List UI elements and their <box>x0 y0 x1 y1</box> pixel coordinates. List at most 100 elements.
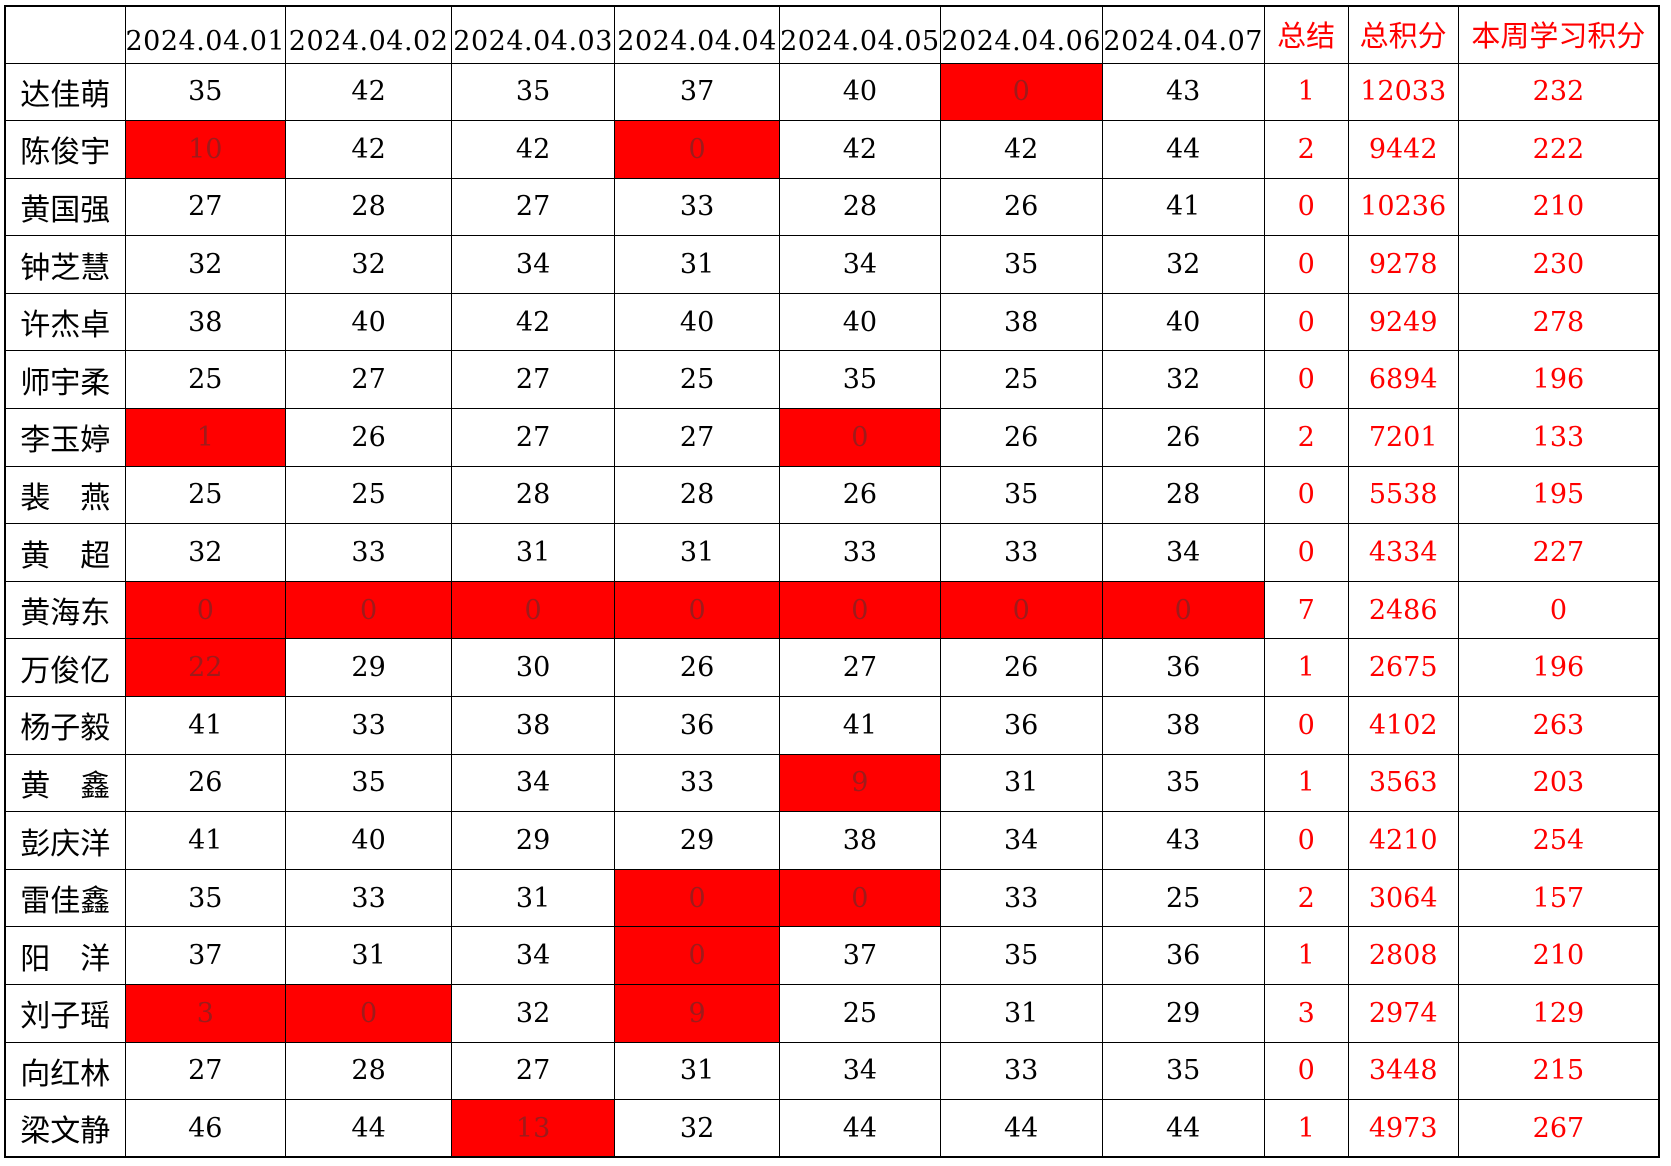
week-points-cell: 267 <box>1457 1099 1660 1158</box>
score-cell: 34 <box>779 235 941 294</box>
score-cell: 40 <box>285 292 453 352</box>
score-cell: 31 <box>285 926 453 985</box>
score-cell: 29 <box>614 811 781 870</box>
week-points-cell: 203 <box>1457 753 1660 813</box>
week-points-cell: 222 <box>1457 120 1660 179</box>
week-points-cell: 129 <box>1457 984 1660 1043</box>
table-row: 黄 超 32 33 31 31 33 33 34 0 4334 227 <box>4 523 1660 582</box>
summary-cell: 0 <box>1263 350 1349 410</box>
week-points-cell: 157 <box>1457 868 1660 928</box>
score-cell: 44 <box>1101 120 1265 179</box>
table-row: 李玉婷 1 26 27 27 0 26 26 2 7201 133 <box>4 408 1660 467</box>
score-cell: 25 <box>939 350 1103 410</box>
score-cell: 33 <box>614 177 781 237</box>
summary-cell: 2 <box>1263 408 1349 467</box>
student-name: 杨子毅 <box>4 696 126 755</box>
score-cell: 34 <box>1101 523 1265 582</box>
score-cell: 28 <box>451 465 616 525</box>
score-cell: 1 <box>124 408 287 467</box>
column-header-date-2: 2024.04.02 <box>285 5 453 64</box>
score-cell: 33 <box>939 523 1103 582</box>
score-cell: 27 <box>451 177 616 237</box>
week-points-cell: 133 <box>1457 408 1660 467</box>
score-cell: 25 <box>124 350 287 410</box>
student-name: 阳 洋 <box>4 926 126 985</box>
score-cell: 42 <box>285 62 453 122</box>
score-cell: 33 <box>614 753 781 813</box>
corner-cell <box>4 5 126 64</box>
table-row: 向红林 27 28 27 31 34 33 35 0 3448 215 <box>4 1041 1660 1101</box>
student-name: 李玉婷 <box>4 408 126 467</box>
score-cell: 22 <box>124 638 287 698</box>
week-points-cell: 254 <box>1457 811 1660 870</box>
score-cell: 40 <box>779 62 941 122</box>
total-points-cell: 7201 <box>1347 408 1459 467</box>
summary-cell: 0 <box>1263 235 1349 294</box>
score-cell: 35 <box>779 350 941 410</box>
score-cell: 34 <box>451 753 616 813</box>
score-cell: 35 <box>285 753 453 813</box>
table-row: 陈俊宇 10 42 42 0 42 42 44 2 9442 222 <box>4 120 1660 179</box>
score-cell: 27 <box>614 408 781 467</box>
score-cell: 44 <box>1101 1099 1265 1158</box>
week-points-cell: 195 <box>1457 465 1660 525</box>
score-cell: 40 <box>285 811 453 870</box>
student-name: 雷佳鑫 <box>4 868 126 928</box>
total-points-cell: 3448 <box>1347 1041 1459 1101</box>
score-table: 2024.04.01 2024.04.02 2024.04.03 2024.04… <box>4 5 1661 1159</box>
score-cell: 27 <box>451 408 616 467</box>
column-header-week-study-points: 本周学习积分 <box>1457 5 1660 64</box>
score-cell: 34 <box>451 235 616 294</box>
score-cell: 9 <box>614 984 781 1043</box>
column-header-date-1: 2024.04.01 <box>124 5 287 64</box>
score-cell: 40 <box>779 292 941 352</box>
student-name: 万俊亿 <box>4 638 126 698</box>
week-points-cell: 196 <box>1457 350 1660 410</box>
table-row: 雷佳鑫 35 33 31 0 0 33 25 2 3064 157 <box>4 868 1660 928</box>
score-cell: 26 <box>614 638 781 698</box>
summary-cell: 0 <box>1263 1041 1349 1101</box>
column-header-date-6: 2024.04.06 <box>939 5 1103 64</box>
total-points-cell: 5538 <box>1347 465 1459 525</box>
score-cell: 34 <box>451 926 616 985</box>
student-name: 彭庆洋 <box>4 811 126 870</box>
score-cell: 27 <box>451 350 616 410</box>
score-cell: 31 <box>614 235 781 294</box>
column-header-summary: 总结 <box>1263 5 1349 64</box>
score-cell: 42 <box>285 120 453 179</box>
column-header-date-5: 2024.04.05 <box>779 5 941 64</box>
score-cell: 26 <box>779 465 941 525</box>
score-cell: 26 <box>124 753 287 813</box>
score-cell: 0 <box>779 580 941 640</box>
total-points-cell: 9278 <box>1347 235 1459 294</box>
score-cell: 29 <box>451 811 616 870</box>
student-name: 裴 燕 <box>4 465 126 525</box>
total-points-cell: 3064 <box>1347 868 1459 928</box>
score-cell: 32 <box>451 984 616 1043</box>
summary-cell: 2 <box>1263 868 1349 928</box>
summary-cell: 3 <box>1263 984 1349 1043</box>
week-points-cell: 196 <box>1457 638 1660 698</box>
score-cell: 10 <box>124 120 287 179</box>
score-cell: 26 <box>1101 408 1265 467</box>
table-row: 刘子瑶 3 0 32 9 25 31 29 3 2974 129 <box>4 984 1660 1043</box>
score-cell: 28 <box>614 465 781 525</box>
score-cell: 31 <box>939 753 1103 813</box>
score-cell: 41 <box>779 696 941 755</box>
week-points-cell: 210 <box>1457 926 1660 985</box>
score-cell: 28 <box>779 177 941 237</box>
table-row: 裴 燕 25 25 28 28 26 35 28 0 5538 195 <box>4 465 1660 525</box>
score-cell: 33 <box>939 1041 1103 1101</box>
score-cell: 40 <box>1101 292 1265 352</box>
total-points-cell: 9442 <box>1347 120 1459 179</box>
score-cell: 34 <box>939 811 1103 870</box>
weekly-score-sheet: 2024.04.01 2024.04.02 2024.04.03 2024.04… <box>4 5 1661 1159</box>
score-cell: 41 <box>1101 177 1265 237</box>
score-cell: 41 <box>124 811 287 870</box>
score-cell: 33 <box>285 523 453 582</box>
score-cell: 35 <box>1101 1041 1265 1101</box>
table-row: 许杰卓 38 40 42 40 40 38 40 0 9249 278 <box>4 292 1660 352</box>
score-cell: 27 <box>451 1041 616 1101</box>
score-cell: 27 <box>124 1041 287 1101</box>
score-cell: 0 <box>614 868 781 928</box>
